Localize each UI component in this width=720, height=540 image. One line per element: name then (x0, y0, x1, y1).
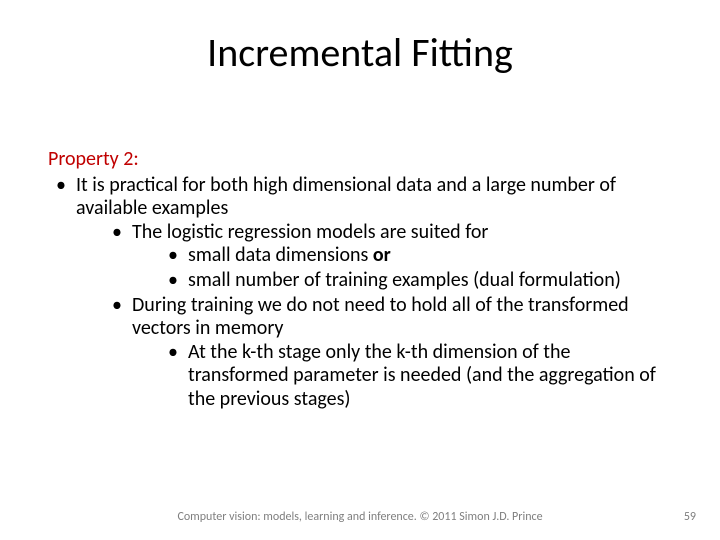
page-number: 59 (684, 510, 696, 524)
property-label: Property 2: (48, 148, 658, 172)
bullet-list: It is practical for both high dimensiona… (48, 174, 658, 412)
list-item: During training we do not need to hold a… (104, 294, 658, 412)
slide-body: Property 2: It is practical for both hig… (48, 148, 658, 413)
list-item: small data dimensions or (160, 244, 658, 268)
bullet-text: During training we do not need to hold a… (132, 293, 629, 341)
slide-title: Incremental Fitting (0, 28, 720, 77)
list-item: At the k-th stage only the k-th dimensio… (160, 341, 658, 412)
bullet-text: It is practical for both high dimensiona… (76, 173, 616, 221)
list-item: small number of training examples (dual … (160, 269, 658, 293)
bullet-text: small number of training examples (dual … (188, 268, 621, 292)
bold-or: or (373, 243, 391, 267)
bullet-text: At the k-th stage only the k-th dimensio… (188, 340, 656, 411)
list-item: It is practical for both high dimensiona… (48, 174, 658, 412)
footer-text: Computer vision: models, learning and in… (0, 510, 720, 524)
bullet-text: small data dimensions (188, 243, 373, 267)
list-item: The logistic regression models are suite… (104, 221, 658, 293)
bullet-list: small data dimensions or small number of… (132, 244, 658, 292)
bullet-text: The logistic regression models are suite… (132, 220, 488, 244)
bullet-list: At the k-th stage only the k-th dimensio… (132, 341, 658, 412)
bullet-list: The logistic regression models are suite… (76, 221, 658, 412)
